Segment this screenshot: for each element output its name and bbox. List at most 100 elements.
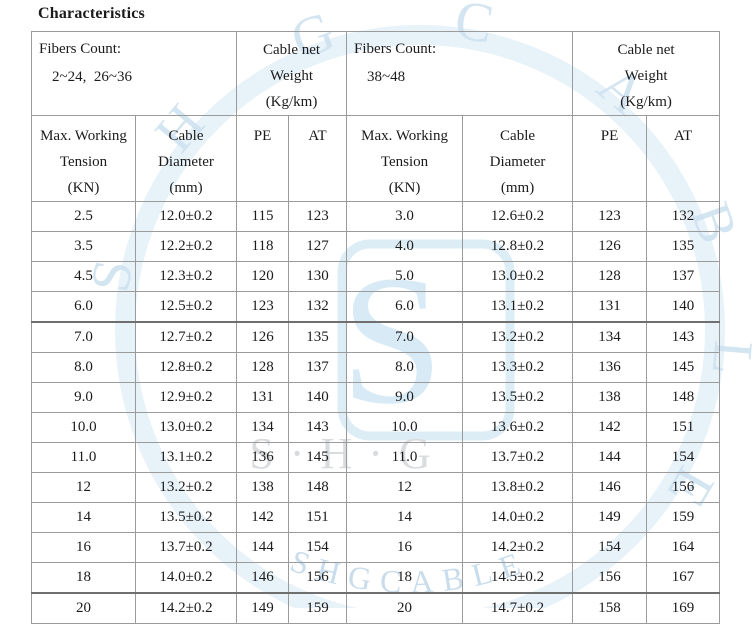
cell-tension-left: 14 xyxy=(31,502,136,533)
cell-at-right: 159 xyxy=(646,502,721,533)
cell-tension-left: 18 xyxy=(31,562,136,594)
cell-tension-right: 7.0 xyxy=(346,321,464,353)
cell-diameter-right: 12.8±0.2 xyxy=(462,231,574,262)
cell-tension-right: 16 xyxy=(346,532,464,563)
cell-diameter-left: 12.5±0.2 xyxy=(134,291,238,323)
cell-tension-left: 7.0 xyxy=(31,321,136,353)
fibers-count-header-right: Fibers Count: 38~48 xyxy=(346,31,574,116)
cell-tension-left: 4.5 xyxy=(31,261,136,292)
cell-diameter-right: 13.7±0.2 xyxy=(462,442,574,473)
cell-pe-left: 142 xyxy=(236,502,290,533)
header-line: Tension xyxy=(59,154,108,170)
cell-pe-right: 146 xyxy=(572,472,648,503)
cell-tension-right: 4.0 xyxy=(346,231,464,262)
cell-at-right: 148 xyxy=(646,382,721,413)
col-header-at-right: AT xyxy=(646,115,721,202)
header-line: (KN) xyxy=(388,180,421,196)
header-line: PE xyxy=(253,128,272,144)
fibers-count-value: 2~24, 26~36 xyxy=(52,69,132,85)
cell-pe-right: 123 xyxy=(572,201,648,232)
fibers-count-value: 38~48 xyxy=(367,69,406,85)
header-line: Max. Working xyxy=(40,128,127,144)
cell-diameter-left: 14.0±0.2 xyxy=(134,562,238,594)
cell-tension-left: 16 xyxy=(31,532,136,563)
weight-header-right: Cable net Weight (Kg/km) xyxy=(572,31,721,116)
cell-at-right: 154 xyxy=(646,442,721,473)
cell-diameter-right: 14.2±0.2 xyxy=(462,532,574,563)
cell-at-right: 156 xyxy=(646,472,721,503)
fibers-count-label: Fibers Count: xyxy=(39,41,122,57)
characteristics-table: Fibers Count: 2~24, 26~36 Cable net Weig… xyxy=(30,31,721,624)
cell-tension-right: 18 xyxy=(346,562,464,594)
cell-pe-left: 149 xyxy=(236,592,290,624)
cell-tension-right: 12 xyxy=(346,472,464,503)
header-line: (mm) xyxy=(169,180,203,196)
cell-pe-left: 126 xyxy=(236,321,290,353)
cell-at-right: 164 xyxy=(646,532,721,563)
header-line: Cable xyxy=(500,128,536,144)
header-line: Max. Working xyxy=(361,128,448,144)
header-line: PE xyxy=(600,128,619,144)
cell-diameter-left: 12.9±0.2 xyxy=(134,382,238,413)
cell-pe-left: 134 xyxy=(236,412,290,443)
cell-tension-left: 2.5 xyxy=(31,201,136,232)
cell-pe-left: 136 xyxy=(236,442,290,473)
table-row: 14 13.5±0.2 142 151 14 14.0±0.2 149 159 xyxy=(31,502,721,533)
cell-at-left: 130 xyxy=(288,261,348,292)
weight-header-left: Cable net Weight (Kg/km) xyxy=(236,31,348,116)
weight-header-line: Cable net xyxy=(262,42,321,58)
table-row: 2.5 12.0±0.2 115 123 3.0 12.6±0.2 123 13… xyxy=(31,201,721,232)
cell-at-left: 151 xyxy=(288,502,348,533)
cell-pe-left: 120 xyxy=(236,261,290,292)
cell-diameter-right: 14.7±0.2 xyxy=(462,592,574,624)
header-line: AT xyxy=(308,128,327,144)
cell-diameter-left: 12.0±0.2 xyxy=(134,201,238,232)
cell-diameter-left: 13.0±0.2 xyxy=(134,412,238,443)
cell-pe-right: 156 xyxy=(572,562,648,594)
cell-diameter-right: 13.5±0.2 xyxy=(462,382,574,413)
weight-header-line: Weight xyxy=(270,68,313,84)
cell-tension-right: 5.0 xyxy=(346,261,464,292)
cell-at-left: 145 xyxy=(288,442,348,473)
cell-diameter-left: 12.8±0.2 xyxy=(134,352,238,383)
header-row-fibers: Fibers Count: 2~24, 26~36 Cable net Weig… xyxy=(30,31,721,116)
cell-tension-right: 3.0 xyxy=(346,201,464,232)
cell-pe-right: 128 xyxy=(572,261,648,292)
cell-at-right: 135 xyxy=(646,231,721,262)
col-header-tension-right: Max. Working Tension (KN) xyxy=(346,115,464,202)
cell-pe-right: 142 xyxy=(572,412,648,443)
header-row-columns: Max. Working Tension (KN) Cable Diameter… xyxy=(31,115,721,202)
fibers-count-header-left: Fibers Count: 2~24, 26~36 xyxy=(30,31,238,116)
cell-tension-left: 3.5 xyxy=(31,231,136,262)
cell-pe-right: 136 xyxy=(572,352,648,383)
header-line: Tension xyxy=(380,154,429,170)
cell-tension-left: 11.0 xyxy=(31,442,136,473)
weight-header-line: Weight xyxy=(624,68,668,84)
table-row: 8.0 12.8±0.2 128 137 8.0 13.3±0.2 136 14… xyxy=(31,352,721,383)
weight-header-line: (Kg/km) xyxy=(620,94,672,110)
cell-diameter-right: 14.5±0.2 xyxy=(462,562,574,594)
table-row: 7.0 12.7±0.2 126 135 7.0 13.2±0.2 134 14… xyxy=(31,321,721,353)
cell-tension-left: 10.0 xyxy=(31,412,136,443)
cell-pe-left: 115 xyxy=(236,201,290,232)
cell-diameter-right: 13.6±0.2 xyxy=(462,412,574,443)
cell-pe-left: 123 xyxy=(236,291,290,323)
header-line: AT xyxy=(673,128,693,144)
table-row: 10.0 13.0±0.2 134 143 10.0 13.6±0.2 142 … xyxy=(31,412,721,443)
cell-diameter-right: 13.2±0.2 xyxy=(462,321,574,353)
cell-pe-right: 138 xyxy=(572,382,648,413)
cell-tension-left: 20 xyxy=(31,592,136,624)
cell-pe-right: 144 xyxy=(572,442,648,473)
table-row: 3.5 12.2±0.2 118 127 4.0 12.8±0.2 126 13… xyxy=(31,231,721,262)
cell-tension-left: 8.0 xyxy=(31,352,136,383)
weight-header-line: Cable net xyxy=(617,42,675,58)
cell-diameter-left: 12.3±0.2 xyxy=(134,261,238,292)
table-row: 6.0 12.5±0.2 123 132 6.0 13.1±0.2 131 14… xyxy=(31,291,721,323)
cell-tension-right: 14 xyxy=(346,502,464,533)
cell-diameter-left: 13.1±0.2 xyxy=(134,442,238,473)
table-row: 18 14.0±0.2 146 156 18 14.5±0.2 156 167 xyxy=(31,562,721,594)
cell-at-right: 143 xyxy=(646,321,721,353)
cell-diameter-left: 14.2±0.2 xyxy=(134,592,238,624)
cell-diameter-right: 13.8±0.2 xyxy=(462,472,574,503)
cell-at-left: 127 xyxy=(288,231,348,262)
